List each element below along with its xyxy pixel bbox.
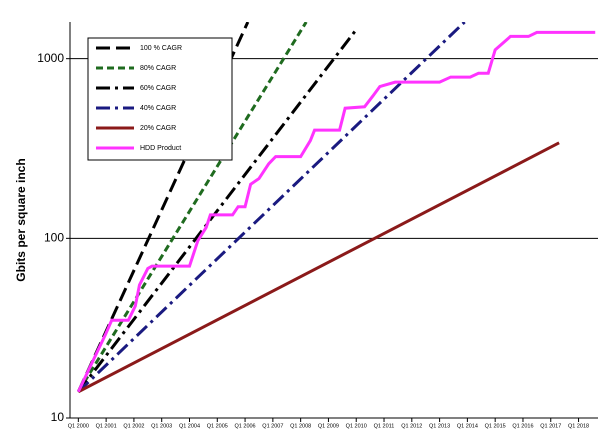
series-line [77,141,560,394]
series-line [77,22,308,393]
y-tick-label: 10 [51,410,65,424]
legend-label: 20% CAGR [140,125,176,132]
x-tick-label: Q1 2004 [179,423,200,429]
x-tick-label: Q1 2007 [262,423,283,429]
x-tick-label: Q1 2002 [123,423,144,429]
series-line [77,28,358,393]
x-tick-label: Q1 2012 [401,423,422,429]
x-tick-label: Q1 2010 [346,423,367,429]
y-tick-label: 1000 [37,51,64,65]
x-tick-label: Q1 2014 [457,423,478,429]
x-tick-label: Q1 2006 [235,423,256,429]
x-tick-label: Q1 2018 [568,423,589,429]
legend-label: 100 % CAGR [140,45,182,52]
x-tick-label: Q1 2015 [485,423,506,429]
legend-label: HDD Product [140,145,181,152]
x-tick-label: Q1 2013 [429,423,450,429]
legend-box [87,37,233,161]
x-tick-label: Q1 2005 [207,423,228,429]
legend-label: 60% CAGR [140,85,176,92]
legend-label: 80% CAGR [140,65,176,72]
legend-label: 40% CAGR [140,105,176,112]
series-line [76,30,596,393]
x-tick-label: Q1 2000 [68,423,89,429]
x-tick-label: Q1 2008 [290,423,311,429]
y-tick-label: 100 [44,231,64,245]
x-tick-label: Q1 2017 [540,423,561,429]
x-tick-label: Q1 2001 [96,423,117,429]
x-tick-label: Q1 2016 [512,423,533,429]
x-tick-label: Q1 2003 [151,423,172,429]
x-tick-label: Q1 2009 [318,423,339,429]
y-axis-label: Gbits per square inch [14,158,28,281]
x-tick-label: Q1 2011 [374,423,395,429]
